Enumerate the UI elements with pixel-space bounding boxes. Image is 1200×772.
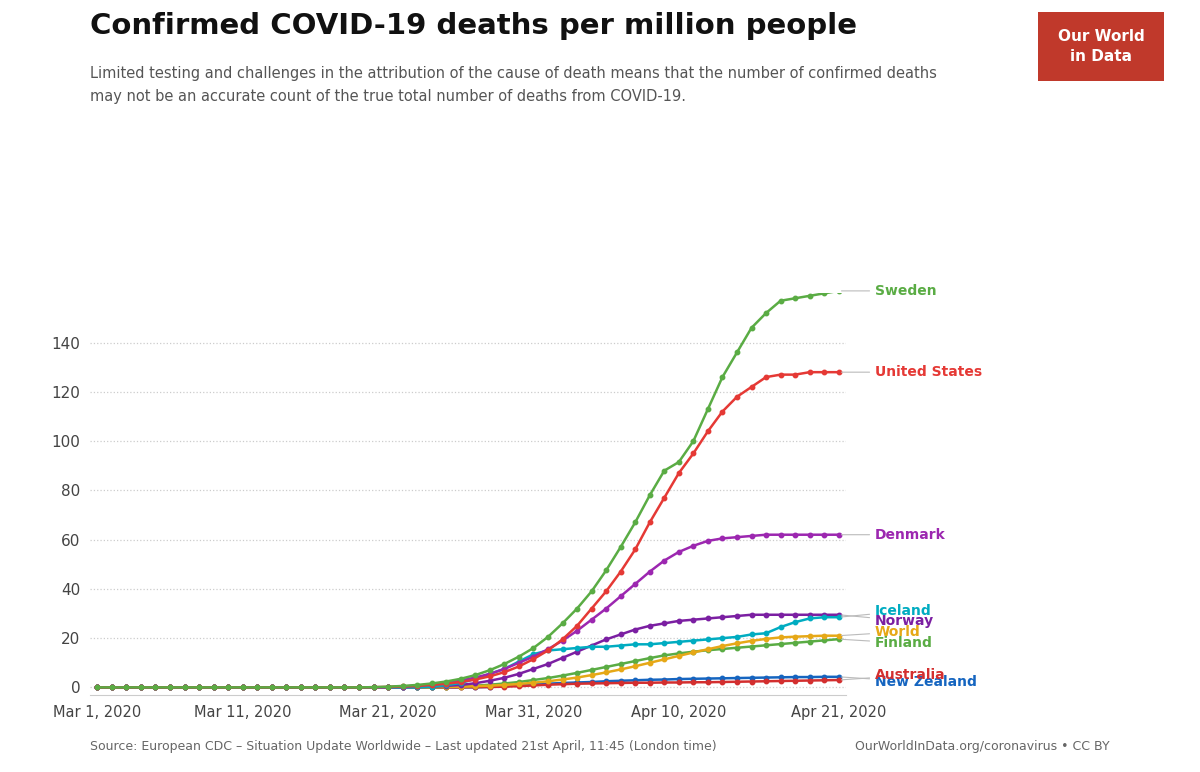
Text: New Zealand: New Zealand bbox=[841, 676, 977, 689]
Text: Limited testing and challenges in the attribution of the cause of death means th: Limited testing and challenges in the at… bbox=[90, 66, 937, 80]
Text: Australia: Australia bbox=[841, 668, 946, 682]
Text: United States: United States bbox=[841, 365, 983, 379]
Text: OurWorldInData.org/coronavirus • CC BY: OurWorldInData.org/coronavirus • CC BY bbox=[856, 740, 1110, 753]
Text: Denmark: Denmark bbox=[841, 528, 946, 542]
Text: Norway: Norway bbox=[841, 614, 935, 628]
Text: World: World bbox=[841, 625, 920, 639]
Text: Confirmed COVID-19 deaths per million people: Confirmed COVID-19 deaths per million pe… bbox=[90, 12, 857, 39]
Text: Sweden: Sweden bbox=[841, 284, 937, 298]
Text: Finland: Finland bbox=[841, 636, 932, 650]
Text: Iceland: Iceland bbox=[841, 604, 932, 618]
Text: Source: European CDC – Situation Update Worldwide – Last updated 21st April, 11:: Source: European CDC – Situation Update … bbox=[90, 740, 716, 753]
Text: may not be an accurate count of the true total number of deaths from COVID-19.: may not be an accurate count of the true… bbox=[90, 89, 686, 103]
Text: Our World
in Data: Our World in Data bbox=[1057, 29, 1145, 64]
